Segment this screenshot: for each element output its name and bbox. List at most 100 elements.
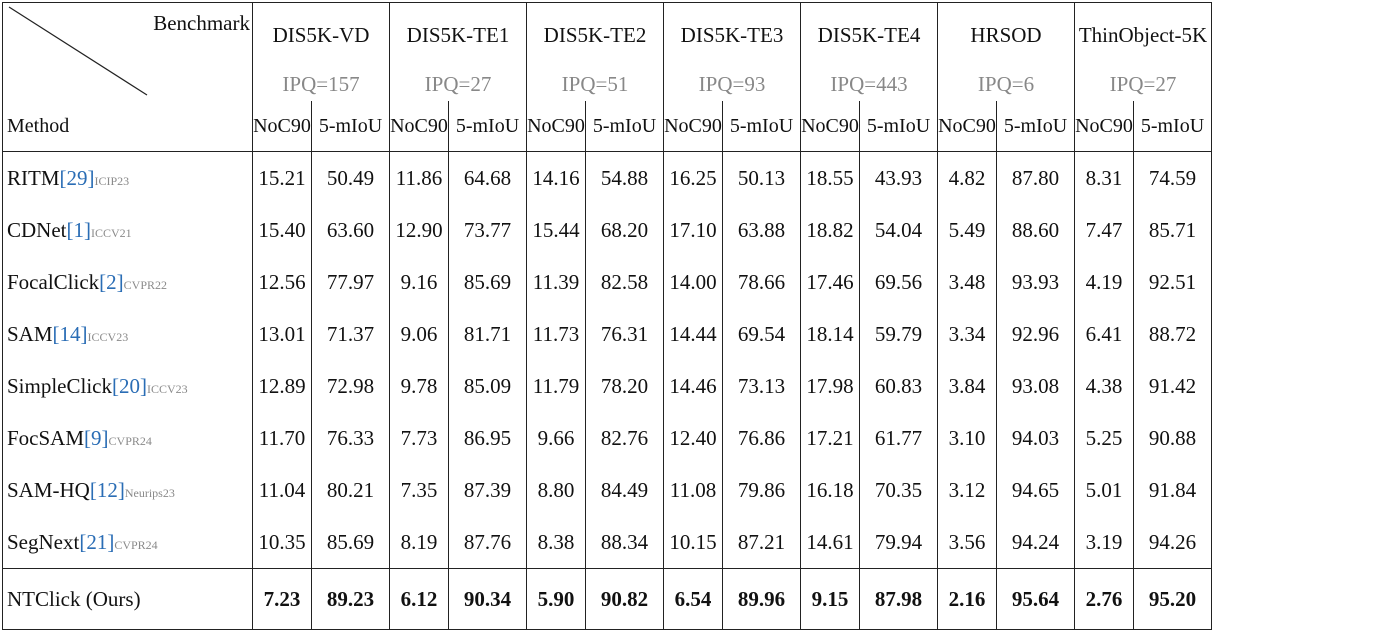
noc90-value: 15.44 bbox=[526, 204, 586, 256]
miou-value: 73.77 bbox=[448, 204, 527, 256]
noc90-value: 8.38 bbox=[526, 516, 586, 569]
benchmark-label: Benchmark bbox=[153, 11, 250, 35]
citation-link[interactable]: [12] bbox=[89, 477, 125, 502]
noc90-value: 16.25 bbox=[663, 151, 723, 204]
citation-link[interactable]: [29] bbox=[59, 165, 95, 190]
noc90-value: 10.15 bbox=[663, 516, 723, 569]
noc90-value: 15.21 bbox=[252, 151, 312, 204]
noc90-value: 5.01 bbox=[1074, 464, 1134, 516]
venue-label: Neurips23 bbox=[124, 485, 175, 500]
noc90-value: 4.38 bbox=[1074, 360, 1134, 412]
miou-value: 73.13 bbox=[722, 360, 801, 412]
citation-link[interactable]: [21] bbox=[79, 529, 115, 554]
miou-value: 85.09 bbox=[448, 360, 527, 412]
miou-value: 90.88 bbox=[1133, 412, 1212, 464]
dataset-header-1: DIS5K-TE1 bbox=[389, 2, 527, 67]
dataset-header-6: ThinObject-5K bbox=[1074, 2, 1212, 67]
ipq-value: IPQ=6 bbox=[977, 71, 1035, 96]
dataset-header-4: DIS5K-TE4 bbox=[800, 2, 938, 67]
ipq-value: IPQ=51 bbox=[561, 71, 629, 96]
miou-value: 59.79 bbox=[859, 308, 938, 360]
miou-value: 54.04 bbox=[859, 204, 938, 256]
noc90-value: 11.04 bbox=[252, 464, 312, 516]
noc90-value: 7.35 bbox=[389, 464, 449, 516]
miou-value: 76.31 bbox=[585, 308, 664, 360]
noc90-value: 17.21 bbox=[800, 412, 860, 464]
noc90-value: 16.18 bbox=[800, 464, 860, 516]
miou-value: 91.42 bbox=[1133, 360, 1212, 412]
diagonal-divider bbox=[8, 6, 148, 96]
dataset-name: DIS5K-TE2 bbox=[543, 22, 647, 47]
noc90-value: 9.66 bbox=[526, 412, 586, 464]
venue-label: ICCV21 bbox=[91, 225, 132, 240]
noc90-value: 8.19 bbox=[389, 516, 449, 569]
metric-header-noc90: NoC90 bbox=[937, 101, 997, 152]
miou-value: 92.96 bbox=[996, 308, 1075, 360]
miou-value: 61.77 bbox=[859, 412, 938, 464]
noc90-value: 3.84 bbox=[937, 360, 997, 412]
noc90-value: 4.82 bbox=[937, 151, 997, 204]
results-table: Benchmark DIS5K-VD DIS5K-TE1 DIS5K-TE2 D… bbox=[2, 2, 1212, 630]
miou-value: 82.76 bbox=[585, 412, 664, 464]
method-name-cell: SAM[14]ICCV23 bbox=[2, 308, 253, 360]
noc90-value: 6.54 bbox=[663, 568, 723, 630]
ipq-value: IPQ=27 bbox=[424, 71, 492, 96]
citation-link[interactable]: [2] bbox=[99, 269, 124, 294]
method-name-cell: FocSAM[9]CVPR24 bbox=[2, 412, 253, 464]
miou-value: 88.72 bbox=[1133, 308, 1212, 360]
noc90-value: 2.76 bbox=[1074, 568, 1134, 630]
noc90-value: 17.98 bbox=[800, 360, 860, 412]
noc90-value: 14.16 bbox=[526, 151, 586, 204]
miou-value: 68.20 bbox=[585, 204, 664, 256]
noc90-value: 3.19 bbox=[1074, 516, 1134, 569]
citation-link[interactable]: [14] bbox=[52, 321, 88, 346]
citation-link[interactable]: [9] bbox=[84, 425, 109, 450]
miou-value: 64.68 bbox=[448, 151, 527, 204]
ipq-cell-2: IPQ=51 bbox=[526, 67, 664, 101]
miou-value: 87.76 bbox=[448, 516, 527, 569]
miou-value: 89.23 bbox=[311, 568, 390, 630]
venue-label: ICCV23 bbox=[147, 381, 188, 396]
miou-value: 85.69 bbox=[311, 516, 390, 569]
metric-header-5miou: 5-mIoU bbox=[996, 101, 1075, 152]
metric-header-5miou: 5-mIoU bbox=[448, 101, 527, 152]
noc90-value: 18.14 bbox=[800, 308, 860, 360]
metric-header-noc90: NoC90 bbox=[252, 101, 312, 152]
method-name-cell: RITM[29]ICIP23 bbox=[2, 151, 253, 204]
noc90-value: 17.46 bbox=[800, 256, 860, 308]
citation-link[interactable]: [20] bbox=[112, 373, 147, 398]
ipq-cell-5: IPQ=6 bbox=[937, 67, 1075, 101]
miou-value: 87.21 bbox=[722, 516, 801, 569]
noc90-value: 11.86 bbox=[389, 151, 449, 204]
miou-value: 71.37 bbox=[311, 308, 390, 360]
method-name-cell: SegNext[21]CVPR24 bbox=[2, 516, 253, 569]
method-name: SAM bbox=[7, 321, 53, 346]
miou-value: 78.20 bbox=[585, 360, 664, 412]
method-name-cell: SimpleClick[20]ICCV23 bbox=[2, 360, 253, 412]
noc90-value: 12.40 bbox=[663, 412, 723, 464]
method-name: SimpleClick bbox=[7, 373, 112, 398]
table-row: SAM[14]ICCV23 13.01 71.37 9.06 81.71 11.73 76.… bbox=[2, 308, 1212, 360]
noc90-value: 8.31 bbox=[1074, 151, 1134, 204]
noc90-value: 14.46 bbox=[663, 360, 723, 412]
noc90-value: 14.61 bbox=[800, 516, 860, 569]
venue-label: CVPR22 bbox=[123, 277, 168, 292]
metric-header-5miou: 5-mIoU bbox=[722, 101, 801, 152]
dataset-name: HRSOD bbox=[970, 22, 1042, 47]
ipq-value: IPQ=157 bbox=[282, 71, 360, 96]
miou-value: 77.97 bbox=[311, 256, 390, 308]
venue-label: ICIP23 bbox=[94, 173, 130, 188]
corner-cell: Benchmark bbox=[2, 2, 253, 101]
noc90-value: 11.79 bbox=[526, 360, 586, 412]
noc90-value: 18.55 bbox=[800, 151, 860, 204]
ipq-cell-0: IPQ=157 bbox=[252, 67, 390, 101]
noc90-value: 11.73 bbox=[526, 308, 586, 360]
miou-value: 88.60 bbox=[996, 204, 1075, 256]
noc90-value: 6.41 bbox=[1074, 308, 1134, 360]
table-row: SegNext[21]CVPR24 10.35 85.69 8.19 87.76 8.38… bbox=[2, 516, 1212, 569]
method-name: FocalClick bbox=[7, 269, 100, 294]
citation-link[interactable]: [1] bbox=[66, 217, 92, 242]
miou-value: 95.20 bbox=[1133, 568, 1212, 630]
noc90-value: 14.44 bbox=[663, 308, 723, 360]
miou-value: 87.39 bbox=[448, 464, 527, 516]
